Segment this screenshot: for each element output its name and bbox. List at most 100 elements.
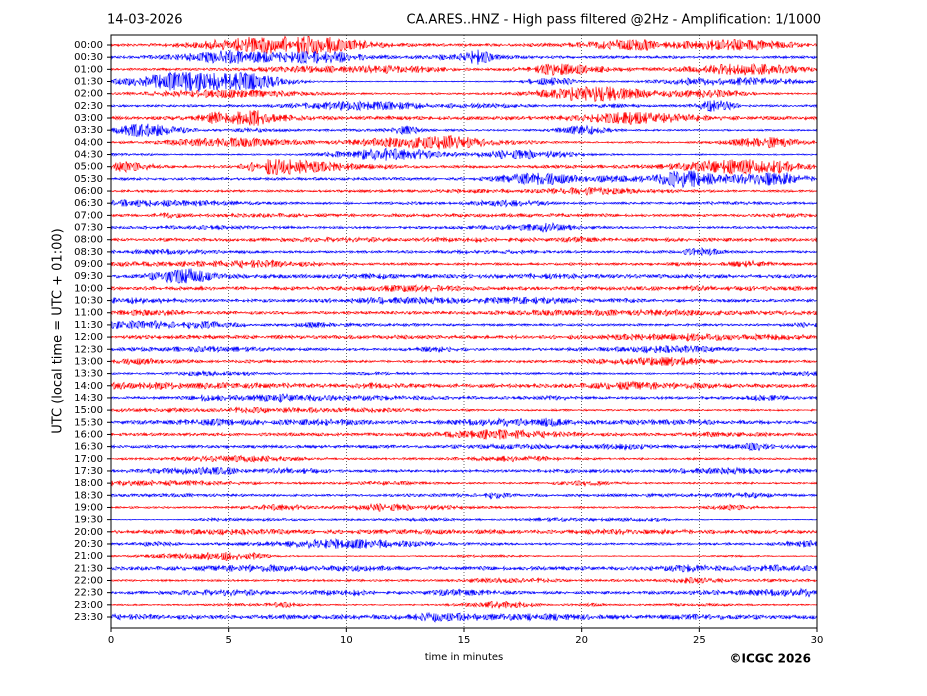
- trace: [110, 134, 818, 150]
- trace: [110, 320, 818, 330]
- trace: [110, 212, 818, 219]
- trace: [110, 308, 818, 317]
- y-tick-label: 14:30: [74, 393, 103, 404]
- y-tick-label: 21:00: [74, 551, 103, 562]
- trace: [110, 611, 818, 623]
- trace: [110, 268, 818, 284]
- trace: [110, 516, 818, 523]
- y-tick-label: 16:00: [74, 429, 103, 440]
- trace: [110, 235, 818, 244]
- y-tick-label: 00:00: [74, 40, 103, 51]
- trace: [110, 466, 818, 476]
- x-tick-label: 15: [458, 635, 471, 646]
- trace: [110, 62, 818, 77]
- trace: [110, 296, 818, 305]
- trace: [110, 577, 818, 585]
- trace: [110, 147, 818, 161]
- y-tick-label: 05:00: [74, 162, 103, 173]
- x-tick-label: 20: [575, 635, 588, 646]
- trace: [110, 186, 818, 196]
- y-tick-label: 08:00: [74, 235, 103, 246]
- trace: [110, 479, 818, 488]
- y-tick-label: 18:30: [74, 490, 103, 501]
- y-tick-label: 05:30: [74, 174, 103, 185]
- trace: [110, 587, 818, 598]
- y-tick-label: 19:30: [74, 515, 103, 526]
- y-tick-label: 13:00: [74, 356, 103, 367]
- y-tick-label: 21:30: [74, 563, 103, 574]
- trace: [110, 600, 818, 610]
- trace: [110, 442, 818, 452]
- trace: [110, 35, 818, 55]
- y-tick-label: 11:00: [74, 308, 103, 319]
- plot-area: [110, 35, 818, 628]
- trace: [110, 246, 818, 257]
- trace: [110, 100, 818, 112]
- trace: [110, 380, 818, 391]
- y-tick-label: 14:00: [74, 381, 103, 392]
- y-tick-label: 03:00: [74, 113, 103, 124]
- y-tick-label: 06:30: [74, 198, 103, 209]
- y-axis-label: UTC (local time = UTC + 01:00): [51, 228, 66, 433]
- y-tick-label: 17:30: [74, 466, 103, 477]
- trace: [110, 563, 818, 573]
- x-tick-label: 10: [340, 635, 353, 646]
- trace: [110, 528, 817, 536]
- trace: [110, 259, 818, 269]
- chart-date: 14-03-2026: [107, 13, 183, 28]
- x-axis-label: time in minutes: [425, 652, 504, 663]
- trace: [110, 85, 818, 102]
- y-tick-label: 15:30: [74, 417, 103, 428]
- x-tick-label: 25: [693, 635, 706, 646]
- y-tick-label: 04:00: [74, 137, 103, 148]
- y-tick-label: 22:00: [74, 575, 103, 586]
- trace: [110, 222, 818, 233]
- chart-title: CA.ARES..HNZ - High pass filtered @2Hz -…: [407, 13, 821, 28]
- y-tick-label: 20:00: [74, 527, 103, 538]
- trace: [110, 344, 818, 354]
- y-tick-label: 10:30: [74, 296, 103, 307]
- trace: [110, 159, 818, 176]
- y-tick-label: 08:30: [74, 247, 103, 258]
- y-tick-label: 19:00: [74, 502, 103, 513]
- y-tick-label: 01:00: [74, 64, 103, 75]
- trace: [110, 454, 818, 463]
- trace: [110, 537, 818, 550]
- y-tick-label: 03:30: [74, 125, 103, 136]
- y-tick-label: 20:30: [74, 539, 103, 550]
- y-tick-label: 16:30: [74, 442, 103, 453]
- y-tick-label: 09:00: [74, 259, 103, 270]
- y-tick-label: 10:00: [74, 283, 103, 294]
- y-tick-label: 00:30: [74, 52, 103, 63]
- trace: [110, 491, 818, 500]
- y-tick-label: 06:00: [74, 186, 103, 197]
- y-tick-label: 02:30: [74, 101, 103, 112]
- y-tick-label: 18:00: [74, 478, 103, 489]
- y-tick-label: 09:30: [74, 271, 103, 282]
- trace: [110, 170, 818, 189]
- y-tick-label: 07:30: [74, 223, 103, 234]
- trace: [110, 551, 818, 561]
- trace: [110, 110, 818, 126]
- y-tick-label: 22:30: [74, 588, 103, 599]
- x-tick-label: 0: [108, 635, 114, 646]
- trace: [110, 356, 818, 367]
- trace: [110, 393, 818, 403]
- x-tick-label: 5: [225, 635, 231, 646]
- trace: [110, 428, 818, 440]
- y-tick-label: 07:00: [74, 210, 103, 221]
- y-tick-label: 04:30: [74, 150, 103, 161]
- trace: [110, 502, 818, 512]
- y-tick-label: 13:30: [74, 369, 103, 380]
- trace: [110, 49, 818, 65]
- y-tick-label: 02:00: [74, 89, 103, 100]
- y-tick-label: 23:30: [74, 612, 103, 623]
- trace: [110, 71, 818, 93]
- trace: [110, 123, 818, 137]
- y-tick-label: 11:30: [74, 320, 103, 331]
- trace: [110, 417, 818, 428]
- y-tick-label: 15:00: [74, 405, 103, 416]
- x-tick-label: 30: [811, 635, 824, 646]
- y-tick-label: 23:00: [74, 600, 103, 611]
